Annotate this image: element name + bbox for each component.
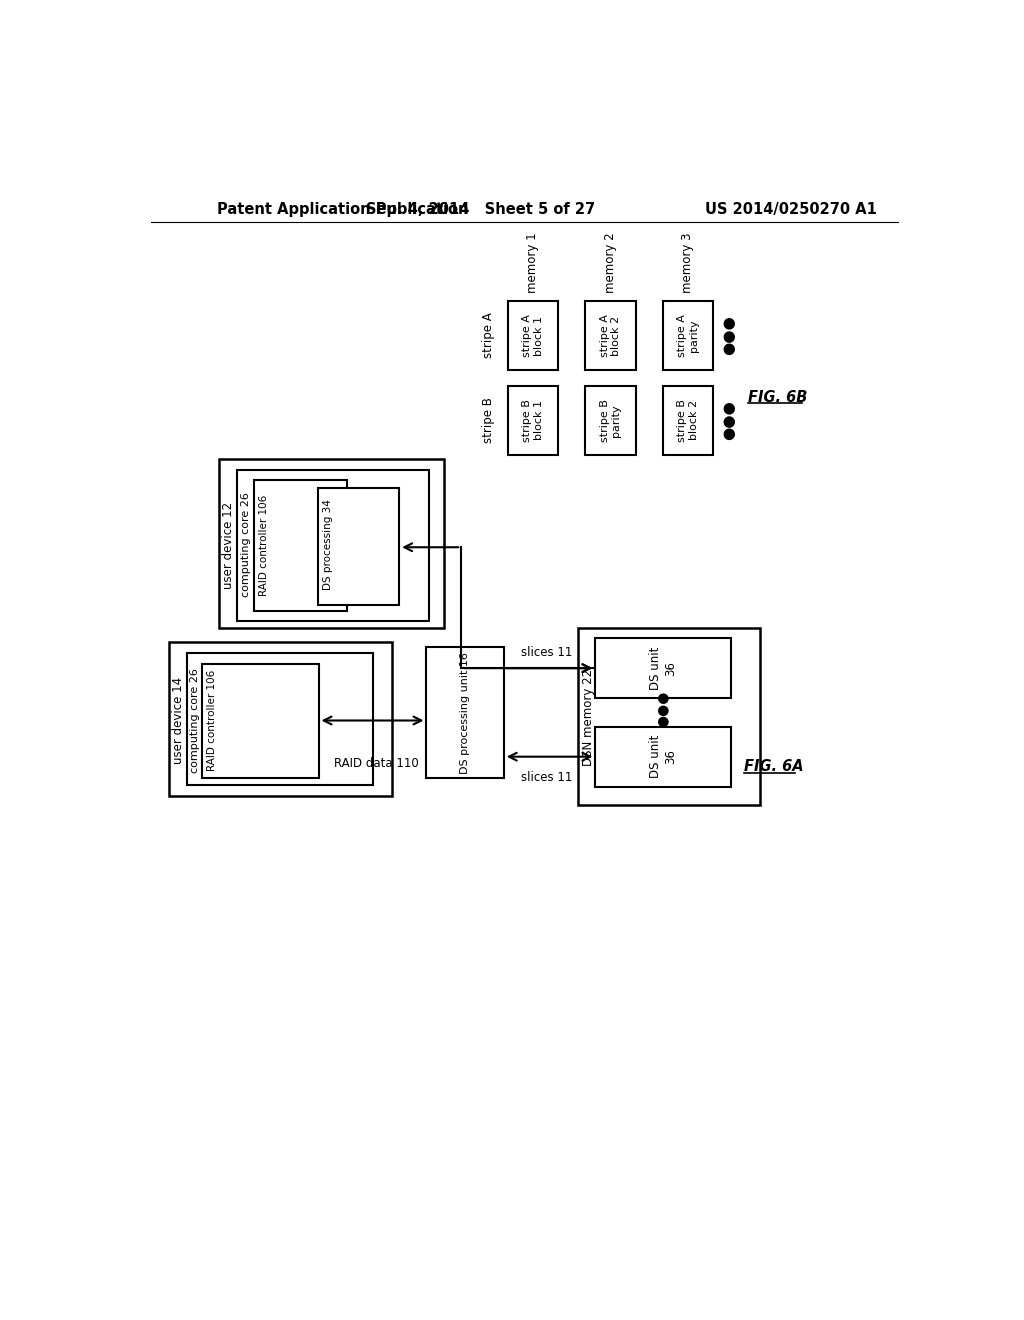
Text: Patent Application Publication: Patent Application Publication: [217, 202, 469, 218]
Bar: [595, 638, 731, 698]
Bar: [586, 301, 636, 370]
Text: computing core 26: computing core 26: [241, 492, 251, 598]
Text: slices 11: slices 11: [521, 771, 572, 784]
Text: stripe B
parity: stripe B parity: [600, 399, 622, 442]
Text: FIG. 6B: FIG. 6B: [748, 389, 807, 405]
Text: ●●●: ●●●: [721, 400, 736, 440]
Bar: [187, 653, 373, 785]
Text: RAID controller 106: RAID controller 106: [259, 494, 268, 595]
Text: slices 11: slices 11: [521, 645, 572, 659]
Bar: [586, 385, 636, 455]
Text: stripe B
block 1: stripe B block 1: [522, 399, 544, 442]
Text: DS unit
36: DS unit 36: [649, 735, 677, 779]
Text: memory 2: memory 2: [604, 232, 616, 293]
Text: stripe A
block 2: stripe A block 2: [600, 314, 622, 356]
Text: Sep. 4, 2014   Sheet 5 of 27: Sep. 4, 2014 Sheet 5 of 27: [366, 202, 595, 218]
Bar: [219, 459, 444, 628]
Text: memory 3: memory 3: [681, 232, 694, 293]
Text: stripe A: stripe A: [482, 313, 495, 358]
Text: stripe A
block 1: stripe A block 1: [522, 314, 544, 356]
Text: DSN memory 22: DSN memory 22: [582, 669, 595, 766]
Text: ●●●: ●●●: [655, 690, 670, 727]
Text: RAID data 110: RAID data 110: [334, 756, 419, 770]
Bar: [508, 301, 558, 370]
Bar: [595, 726, 731, 787]
Bar: [317, 488, 399, 605]
Text: user device 12: user device 12: [222, 502, 236, 589]
Text: computing core 26: computing core 26: [190, 668, 201, 774]
Bar: [254, 480, 346, 611]
Text: DS processing unit 16: DS processing unit 16: [460, 652, 470, 774]
Bar: [203, 664, 318, 779]
Text: stripe B
block 2: stripe B block 2: [677, 399, 698, 442]
Bar: [578, 628, 760, 805]
Text: RAID controller 106: RAID controller 106: [208, 669, 217, 771]
Text: FIG. 6A: FIG. 6A: [744, 759, 804, 775]
Text: US 2014/0250270 A1: US 2014/0250270 A1: [705, 202, 877, 218]
Text: DS unit
36: DS unit 36: [649, 647, 677, 690]
Text: ●●●: ●●●: [721, 315, 736, 355]
Text: stripe B: stripe B: [482, 397, 495, 444]
Bar: [169, 642, 392, 796]
Text: DS processing 34: DS processing 34: [323, 499, 333, 590]
Text: user device 14: user device 14: [172, 677, 185, 764]
Bar: [663, 301, 713, 370]
Text: stripe A
parity: stripe A parity: [677, 314, 698, 356]
Text: memory 1: memory 1: [526, 232, 540, 293]
Bar: [237, 470, 429, 622]
Bar: [663, 385, 713, 455]
Bar: [426, 647, 504, 779]
Bar: [508, 385, 558, 455]
